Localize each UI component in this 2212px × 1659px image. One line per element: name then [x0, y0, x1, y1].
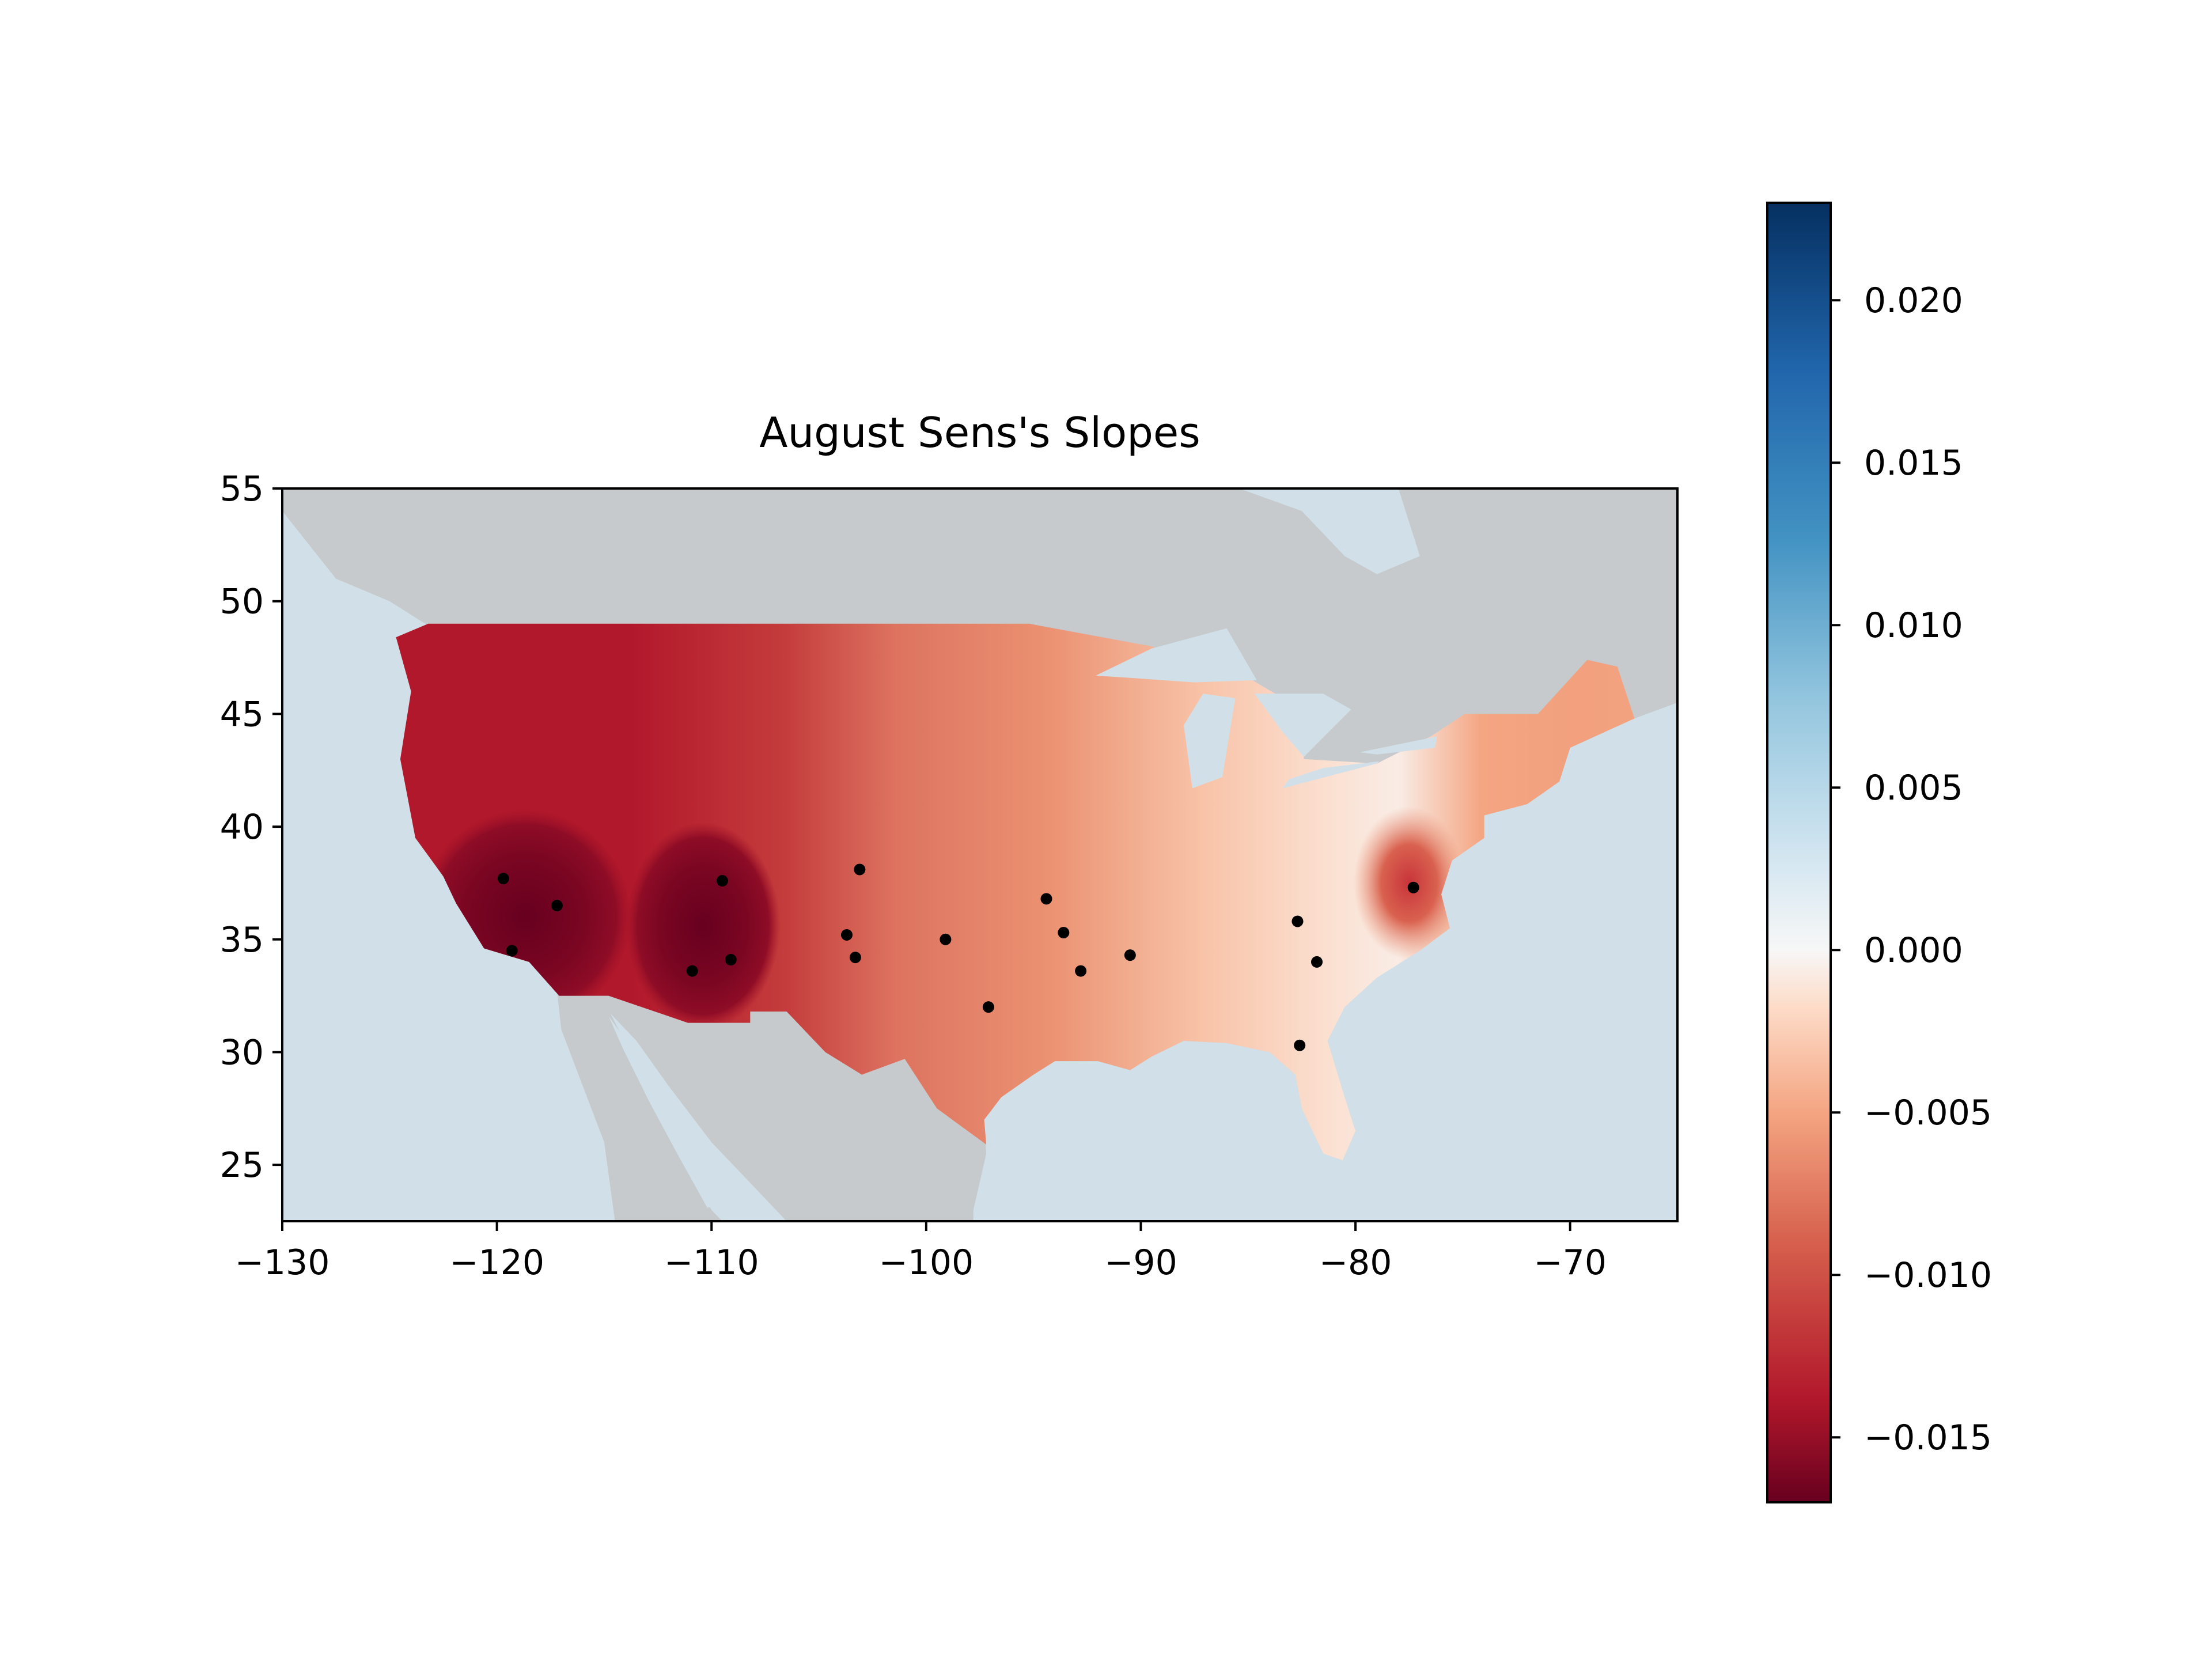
- x-tick-label: −90: [1104, 1243, 1177, 1283]
- y-tick-label: 35: [220, 920, 264, 960]
- x-tick-label: −120: [449, 1243, 544, 1283]
- station-marker: [725, 953, 737, 965]
- lake-5: [1359, 736, 1437, 755]
- y-tick-label: 25: [220, 1145, 264, 1185]
- colorbar-tick-label: 0.005: [1864, 768, 1963, 808]
- colorbar: −0.015 −0.010 −0.005 0.000 0.005 0.010 0.015 0.…: [1766, 202, 1992, 1503]
- lake-3: [1254, 694, 1351, 757]
- station-marker: [686, 965, 698, 977]
- station-marker: [1075, 965, 1087, 977]
- lake-4: [1282, 761, 1380, 789]
- colorbar-tick-label: −0.015: [1864, 1418, 1992, 1458]
- colorbar-tick-label: −0.010: [1864, 1255, 1992, 1296]
- map-axes-frame: [281, 487, 1679, 1222]
- x-tick-label: −110: [664, 1243, 759, 1283]
- station-marker: [849, 952, 861, 964]
- lake-2: [1184, 694, 1236, 789]
- land-greenland: [1527, 488, 1677, 601]
- x-tick-label: −130: [235, 1243, 330, 1283]
- x-axis: −130 −120 −110 −100 −90 −80 −70: [235, 1221, 1607, 1283]
- y-tick-label: 55: [220, 469, 264, 509]
- x-tick-label: −80: [1319, 1243, 1392, 1283]
- colorbar-ticks: −0.015 −0.010 −0.005 0.000 0.005 0.010 0.015 0.…: [1831, 281, 1992, 1458]
- station-marker: [840, 929, 853, 941]
- gulf-of-california: [608, 1016, 721, 1208]
- colorbar-tick-label: 0.000: [1864, 930, 1963, 971]
- field-hotspot-east: [1353, 806, 1465, 960]
- station-marker: [716, 875, 728, 887]
- station-markers: [497, 863, 1419, 1051]
- hudson-bay: [1239, 488, 1420, 574]
- colorbar-tick-label: 0.020: [1864, 281, 1963, 321]
- great-lakes: [1096, 628, 1437, 789]
- station-marker: [506, 945, 518, 957]
- lake-1: [1096, 628, 1257, 683]
- map-panel: [282, 488, 1677, 1221]
- station-marker: [854, 863, 866, 876]
- field-hotspot-southwest: [626, 822, 781, 1030]
- station-marker: [940, 933, 952, 945]
- chart-title: August Sens's Slopes: [759, 408, 1200, 457]
- colorbar-tick-label: −0.005: [1864, 1093, 1992, 1133]
- x-tick-label: −70: [1533, 1243, 1607, 1283]
- station-marker: [1407, 881, 1419, 893]
- colorbar-tick-label: 0.015: [1864, 443, 1963, 483]
- station-marker: [551, 900, 563, 912]
- y-axis: 25 30 35 40 45 50 55: [220, 469, 282, 1185]
- y-tick-label: 40: [220, 807, 264, 847]
- y-tick-label: 50: [220, 582, 264, 622]
- station-marker: [1294, 1039, 1306, 1051]
- colorbar-gradient: [1766, 202, 1832, 1503]
- station-marker: [1040, 893, 1052, 905]
- station-marker: [1124, 949, 1136, 961]
- y-tick-label: 45: [220, 694, 264, 734]
- station-marker: [1291, 915, 1304, 927]
- station-marker: [1058, 927, 1070, 939]
- x-tick-label: −100: [878, 1243, 974, 1283]
- colorbar-tick-label: 0.010: [1864, 605, 1963, 646]
- station-marker: [982, 1001, 994, 1013]
- station-marker: [497, 873, 509, 885]
- station-marker: [1311, 956, 1323, 968]
- y-tick-label: 30: [220, 1032, 264, 1073]
